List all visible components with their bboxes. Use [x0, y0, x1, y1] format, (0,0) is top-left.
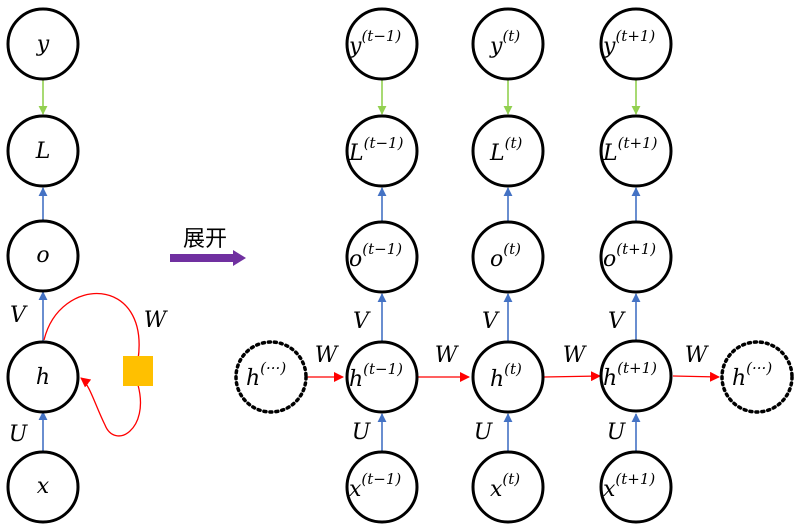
weight-W-step-t: W	[435, 343, 460, 368]
node-h	[599, 339, 673, 413]
node-x	[345, 450, 419, 524]
label-h-folded: h	[36, 365, 50, 390]
node-x	[599, 450, 673, 524]
node-L	[345, 114, 419, 188]
label-L-folded: L	[35, 139, 51, 164]
label-h: h(t+1)	[603, 359, 657, 391]
unrolled-rnn: W W W W h(···) h(···) y(t−1) L(t−1) o(t−…	[234, 7, 794, 524]
node-y	[471, 7, 545, 81]
label-x-folded: x	[37, 474, 50, 499]
node-L	[599, 114, 673, 188]
node-h-context-left	[234, 340, 308, 414]
label-x: x(t−1)	[349, 470, 401, 502]
node-h-context-right	[720, 340, 794, 414]
label-y-folded: y	[36, 32, 50, 57]
node-y-folded	[6, 7, 80, 81]
label-x: x(t)	[490, 470, 520, 502]
label-o: o(t)	[490, 240, 521, 272]
weight-W-out: W	[685, 343, 710, 368]
node-h	[345, 340, 419, 414]
label-x: x(t+1)	[603, 470, 655, 502]
label-o-folded: o	[36, 243, 49, 268]
weight-U: U	[607, 420, 627, 445]
folded-rnn: y L o h x V U W	[6, 7, 169, 524]
label-y: y(t+1)	[602, 27, 655, 59]
time-step-tp1: y(t+1) L(t+1) o(t+1) h(t+1) x(t+1) V U	[599, 7, 673, 524]
label-L: L(t−1)	[348, 134, 404, 166]
node-o	[345, 220, 419, 294]
node-o	[471, 220, 545, 294]
label-h-context-right: h(···)	[732, 359, 772, 391]
weight-V: V	[608, 309, 626, 334]
node-y	[599, 7, 673, 81]
time-step-t: y(t) L(t) o(t) h(t) x(t) V U	[471, 7, 545, 524]
label-o: o(t+1)	[603, 240, 656, 272]
unfold-arrow	[170, 250, 246, 266]
weight-delay-square	[123, 356, 153, 386]
recurrent-loop-top	[43, 293, 140, 361]
label-y: y(t)	[489, 27, 520, 59]
label-h: h(t−1)	[349, 360, 403, 392]
unfold-indicator: 展开	[170, 227, 246, 266]
weight-V-folded: V	[10, 303, 28, 328]
label-y: y(t−1)	[348, 27, 401, 59]
label-h: h(t)	[490, 360, 522, 392]
label-L: L(t+1)	[602, 134, 658, 166]
node-x-folded	[6, 450, 80, 524]
weight-U: U	[352, 420, 372, 445]
node-o-folded	[6, 219, 80, 293]
weight-V: V	[353, 309, 371, 334]
node-x	[471, 450, 545, 524]
weight-W-step-tm1: W	[315, 343, 340, 368]
weight-V: V	[482, 309, 500, 334]
node-L-folded	[6, 114, 80, 188]
weight-U: U	[474, 420, 494, 445]
label-h-context-left: h(···)	[246, 359, 286, 391]
node-h-folded	[6, 340, 80, 414]
weight-W-folded: W	[144, 308, 169, 333]
unfold-label: 展开	[183, 227, 227, 252]
arrow-h-t-to-h-tp1	[543, 371, 601, 382]
label-o: o(t−1)	[349, 240, 402, 272]
recurrent-loop-bottom	[80, 377, 141, 437]
arrow-h-tp1-to-hctx	[672, 371, 720, 382]
node-L	[471, 114, 545, 188]
weight-W-step-tp1: W	[563, 343, 588, 368]
node-y	[345, 7, 419, 81]
time-step-tm1: y(t−1) L(t−1) o(t−1) h(t−1) x(t−1) V U	[345, 7, 419, 524]
weight-U-folded: U	[9, 422, 29, 447]
node-o	[599, 220, 673, 294]
label-L: L(t)	[489, 134, 522, 166]
node-h	[471, 340, 545, 414]
